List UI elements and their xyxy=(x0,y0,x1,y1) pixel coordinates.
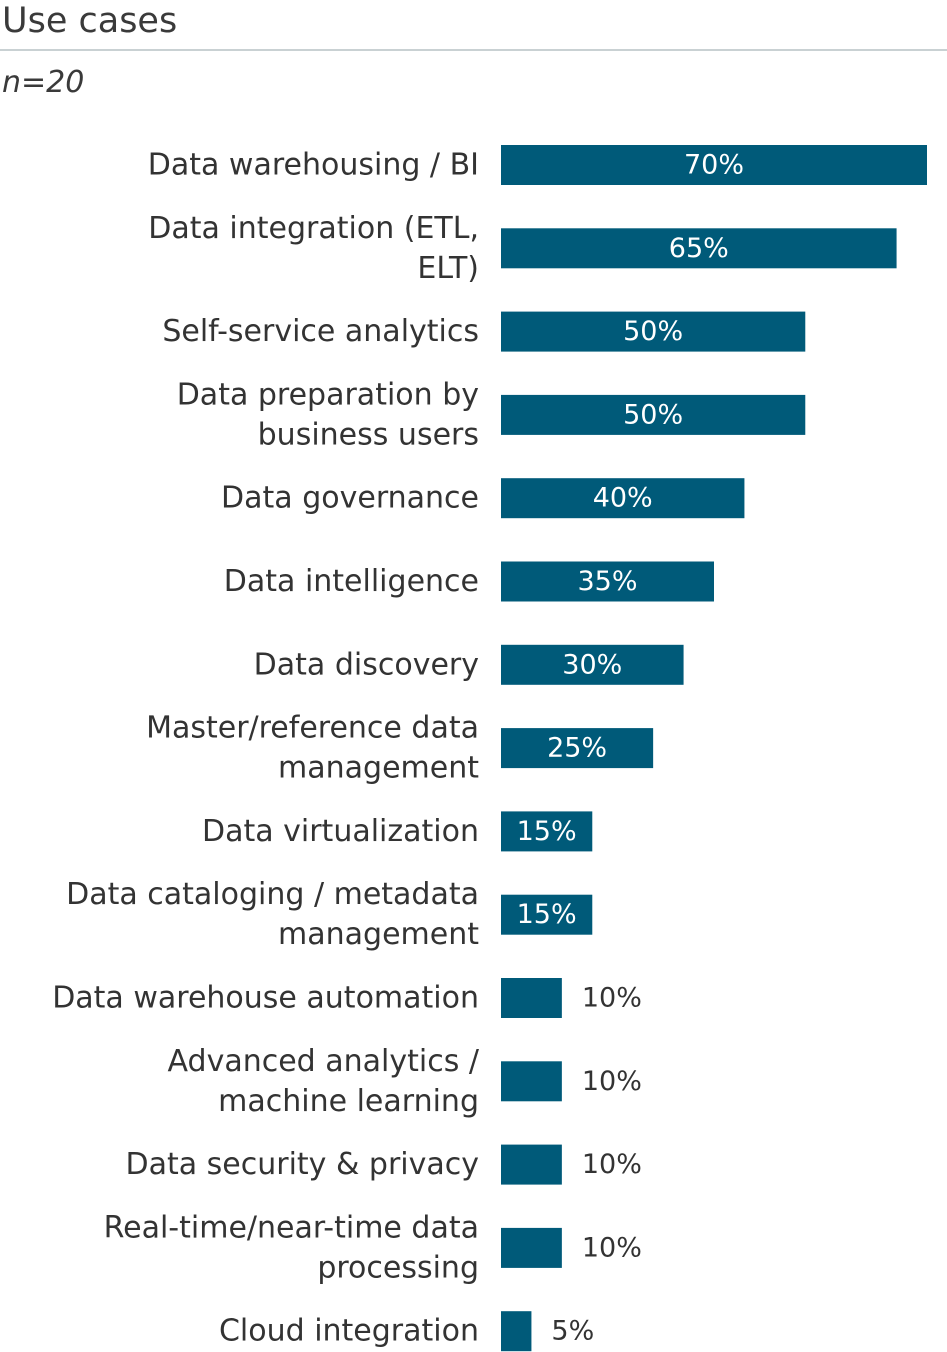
value-label: 70% xyxy=(684,150,744,181)
category-label: Data discovery xyxy=(254,647,479,682)
category-label: Master/reference data management xyxy=(146,711,479,786)
value-label: 15% xyxy=(517,899,577,930)
bar xyxy=(501,894,593,935)
value-label: 40% xyxy=(593,483,653,514)
category-label: Data governance xyxy=(221,481,479,516)
category-label: Data virtualization xyxy=(202,814,479,849)
category-label-line: Data cataloging / metadata xyxy=(66,877,479,912)
category-label-line: Cloud integration xyxy=(219,1314,479,1349)
category-label-line: Advanced analytics / xyxy=(168,1044,480,1079)
category-label-line: Data warehousing / BI xyxy=(148,148,479,183)
bar xyxy=(501,644,684,685)
bar xyxy=(501,394,806,435)
category-label-line: business users xyxy=(258,417,479,452)
chart-subtitle: n=20 xyxy=(2,65,85,100)
category-label-line: processing xyxy=(317,1250,479,1285)
category-label-line: Data discovery xyxy=(254,647,479,682)
category-label-line: Self-service analytics xyxy=(162,314,479,349)
category-label-line: Data security & privacy xyxy=(125,1147,479,1182)
bar xyxy=(501,728,654,769)
category-label: Self-service analytics xyxy=(162,314,479,349)
bar xyxy=(501,145,927,185)
category-label: Data preparation by business users xyxy=(177,377,479,452)
bar xyxy=(501,1144,562,1185)
value-label: 10% xyxy=(582,1232,642,1263)
title-divider xyxy=(0,49,947,51)
bar xyxy=(501,561,714,602)
category-label-line: Master/reference data xyxy=(146,711,479,746)
bar xyxy=(501,811,593,852)
bar xyxy=(501,978,562,1018)
category-label-line: Data integration (ETL, xyxy=(148,211,479,246)
category-label: Data warehouse automation xyxy=(52,981,479,1016)
category-label-line: Data preparation by xyxy=(177,377,479,412)
value-label: 35% xyxy=(577,566,637,597)
bar xyxy=(501,1311,532,1352)
category-label-line: Data governance xyxy=(221,481,479,516)
category-label-line: Data warehouse automation xyxy=(52,981,479,1016)
category-label: Cloud integration xyxy=(219,1314,479,1349)
bar xyxy=(501,478,745,519)
bar xyxy=(501,311,806,352)
category-label: Data cataloging / metadata management xyxy=(66,877,479,952)
category-label-line: Real-time/near-time data xyxy=(104,1210,479,1245)
category-label-line: machine learning xyxy=(218,1084,479,1119)
category-label: Data warehousing / BI xyxy=(148,148,479,183)
category-label: Data intelligence xyxy=(224,564,479,599)
value-label: 10% xyxy=(582,983,642,1014)
value-label: 10% xyxy=(582,1149,642,1180)
category-label: Data security & privacy xyxy=(125,1147,479,1182)
value-label: 25% xyxy=(547,733,607,764)
category-label: Data integration (ETL, ELT) xyxy=(148,211,479,286)
bar xyxy=(501,1061,562,1102)
value-label: 5% xyxy=(551,1316,594,1347)
category-label-line: Data virtualization xyxy=(202,814,479,849)
bar xyxy=(501,228,897,269)
chart-title: Use cases xyxy=(2,1,178,41)
value-label: 30% xyxy=(562,649,622,680)
category-label: Advanced analytics / machine learning xyxy=(168,1044,480,1119)
category-label: Real-time/near-time data processing xyxy=(104,1210,479,1285)
bar xyxy=(501,1227,562,1268)
category-label-line: Data intelligence xyxy=(224,564,479,599)
category-label-line: management xyxy=(278,751,479,786)
value-label: 50% xyxy=(623,399,683,430)
value-label: 65% xyxy=(669,233,729,264)
value-label: 10% xyxy=(582,1066,642,1097)
category-label-line: ELT) xyxy=(417,251,479,286)
category-label-line: management xyxy=(278,917,479,952)
value-label: 15% xyxy=(517,816,577,847)
value-label: 50% xyxy=(623,316,683,347)
